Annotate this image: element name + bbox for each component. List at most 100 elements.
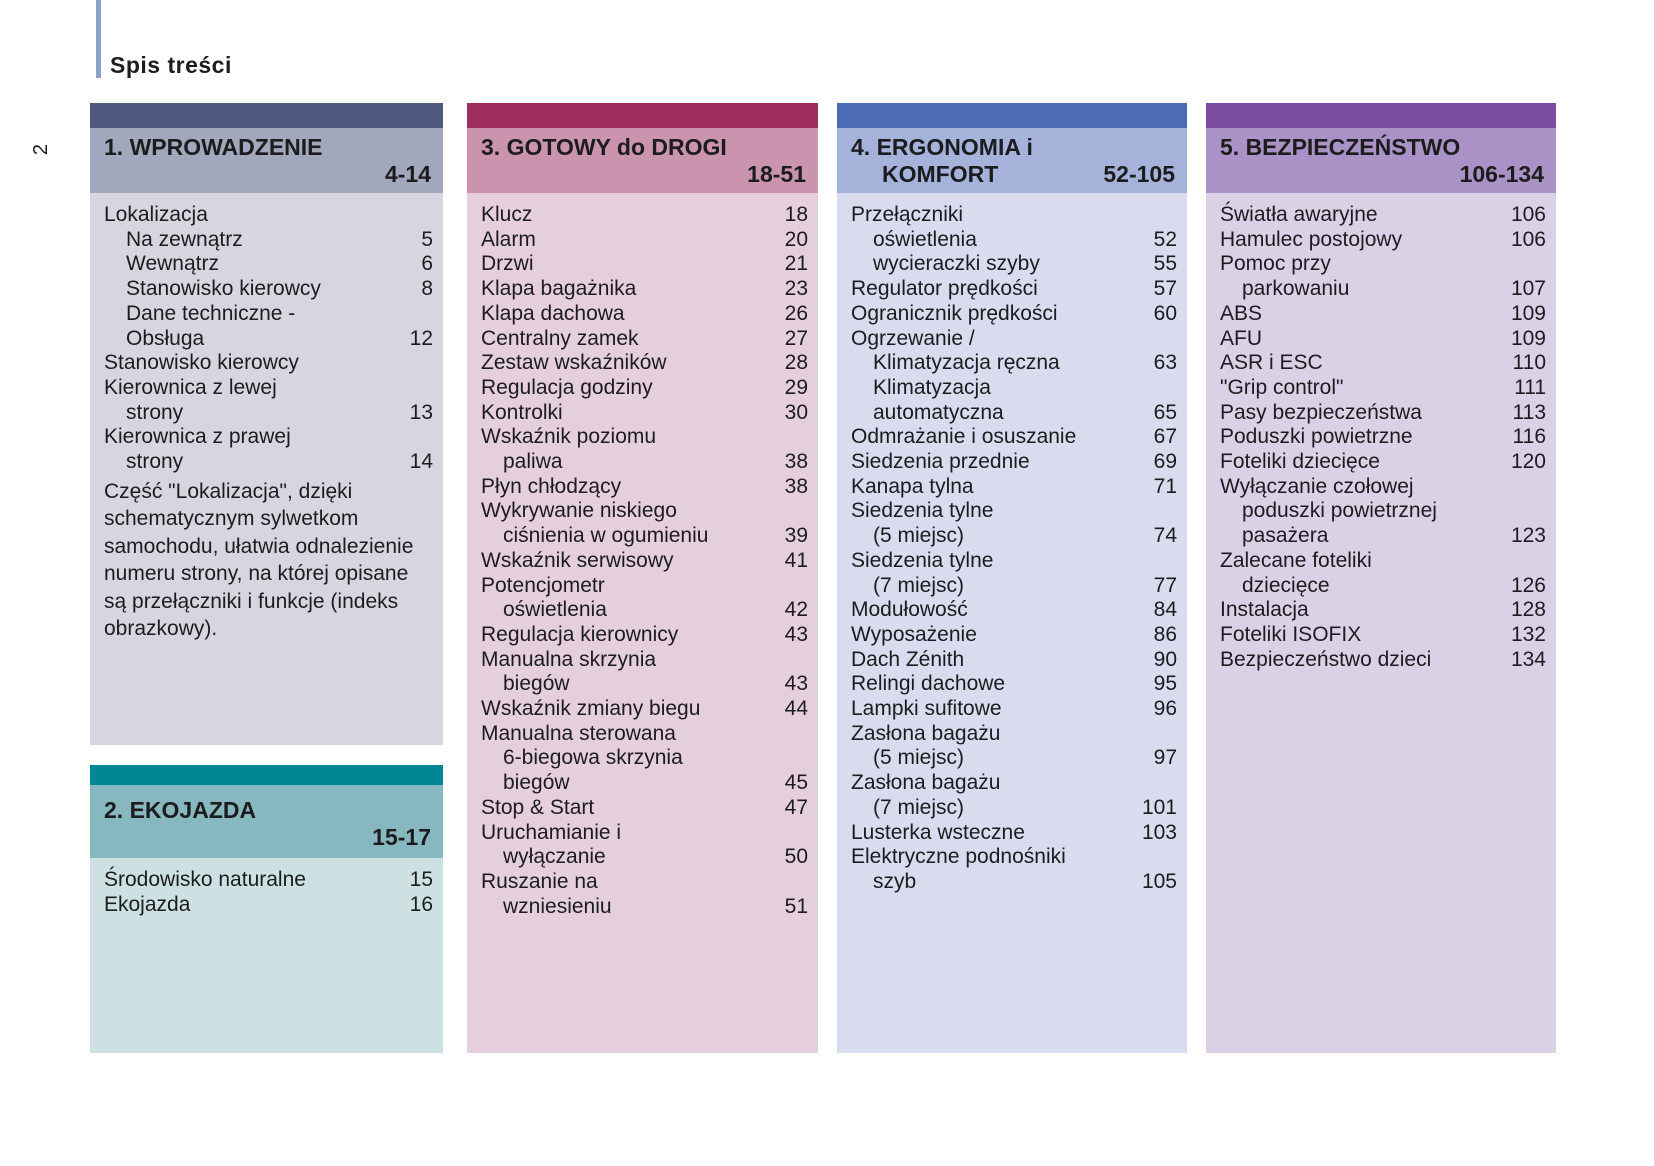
toc-entry: dziecięce 126 [1206,574,1556,599]
toc-entry-label: Siedzenia tylne [851,548,994,572]
toc-entry: Wyposażenie 86 [837,623,1187,648]
toc-entry-page: 20 [784,227,808,251]
toc-entry-page: 132 [1510,622,1546,646]
toc-entry: Elektryczne podnośniki [837,845,1187,870]
toc-entry-page: 12 [409,326,433,350]
toc-entry-label: biegów [503,771,570,795]
toc-column-3: 4. ERGONOMIA i KOMFORT 52-105 Przełączniki o… [837,103,1187,1053]
toc-entry: Regulacja godziny 29 [467,376,818,401]
toc-entry-page: 95 [1153,672,1177,696]
toc-entry-label: Na zewnątrz [126,227,243,251]
toc-entry-label: Ekojazda [104,892,191,916]
toc-entry-label: Kierownica z prawej [104,425,291,449]
toc-entry-page: 110 [1512,351,1546,375]
toc-entry: Regulator prędkości 57 [837,277,1187,302]
toc-entry-page: 111 [1514,375,1546,399]
toc-entry-label: Centralny zamek [481,326,639,350]
toc-entry: Instalacja 128 [1206,598,1556,623]
toc-entry-label: Środowisko naturalne [104,868,306,891]
toc-entry: Foteliki ISOFIX 132 [1206,623,1556,648]
section-title: 4. ERGONOMIA i [851,134,1033,160]
section-title: 5. BEZPIECZEŃSTWO [1220,134,1461,160]
toc-entry-label: "Grip control" [1220,375,1344,399]
toc-entry: Klapa dachowa 26 [467,302,818,327]
toc-entry: Kanapa tylna 71 [837,475,1187,500]
toc-entry: automatyczna 65 [837,401,1187,426]
toc-entry-label: Relingi dachowe [851,672,1006,696]
toc-entry-page: 123 [1510,524,1546,548]
section-page-range: 15-17 [372,824,431,850]
toc-entry-page: 23 [784,277,808,301]
toc-entry: Siedzenia tylne [837,549,1187,574]
toc-entry-label: wyłączanie [503,845,606,869]
toc-entry: Alarm 20 [467,228,818,253]
toc-entry: Modułowość 84 [837,598,1187,623]
toc-entry: Zasłona bagażu [837,722,1187,747]
toc-entry-label: Ogranicznik prędkości [851,301,1058,325]
toc-entry-label: Poduszki powietrzne [1220,425,1413,449]
toc-entry: Manualna sterowana [467,722,818,747]
section-body: Klucz 18 Alarm 20 Drzwi 21 Klapa bagażnika 23 Kl… [467,193,818,1053]
toc-entry-page: 39 [784,524,808,548]
toc-entry-label: wycieraczki szyby [873,252,1040,276]
toc-entry-page: 43 [784,672,808,696]
toc-entry-label: Zasłona bagażu [851,721,1001,745]
toc-entry-page: 116 [1512,425,1546,449]
toc-entry: Lokalizacja [90,203,443,228]
toc-entry-label: (7 miejsc) [873,573,965,597]
section-ergonomia: 4. ERGONOMIA i KOMFORT 52-105 Przełączniki o… [837,103,1187,1053]
toc-entry-page: 67 [1153,425,1177,449]
toc-entry-page: 13 [409,400,433,424]
toc-entry-page: 57 [1153,277,1177,301]
toc-entry-label: Wyposażenie [851,622,977,646]
toc-entry-label: 6-biegowa skrzynia [503,746,683,770]
toc-entry: oświetlenia 42 [467,598,818,623]
toc-entry-label: Foteliki dziecięce [1220,450,1380,474]
toc-entry-label: Klucz [481,203,533,226]
toc-entry-label: Zalecane foteliki [1220,548,1372,572]
toc-entry-label: Kontrolki [481,400,563,424]
toc-entry: ciśnienia w ogumieniu 39 [467,524,818,549]
section-page-range: 4-14 [384,161,431,187]
toc-entry-page: 90 [1153,647,1177,671]
toc-entry-page: 38 [784,450,808,474]
toc-entry-page: 21 [784,252,808,276]
toc-column-1: 1. WPROWADZENIE 4-14 Lokalizacja Na zewnątr… [90,103,443,1053]
toc-entry: Odmrażanie i osuszanie 67 [837,425,1187,450]
toc-entry: wyłączanie 50 [467,845,818,870]
toc-entry: Lusterka wsteczne 103 [837,821,1187,846]
toc-entry: Dach Zénith 90 [837,648,1187,673]
toc-entry-page: 43 [784,622,808,646]
header-accent-line [96,0,101,78]
toc-entry-page: 41 [784,548,808,572]
toc-entry: ABS 109 [1206,302,1556,327]
toc-entry-label: automatyczna [873,400,1004,424]
toc-entry: Kierownica z lewej [90,376,443,401]
toc-entry-label: pasażera [1242,524,1329,548]
toc-entry-label: Ruszanie na [481,869,598,893]
toc-entry: Wewnątrz 6 [90,252,443,277]
toc-entry: Obsługa 12 [90,327,443,352]
toc-entry-page: 47 [784,795,808,819]
toc-entry-label: poduszki powietrznej [1242,499,1437,523]
toc-entry-page: 106 [1510,227,1546,251]
section-header: 2. EKOJAZDA 15-17 [90,785,443,858]
side-page-number: 2 [30,143,53,156]
toc-entry-label: Kierownica z lewej [104,375,277,399]
toc-entry-label: Potencjometr [481,573,605,597]
toc-entry: Przełączniki [837,203,1187,228]
toc-entry-label: Wykrywanie niskiego [481,499,677,523]
toc-entry: Wyłączanie czołowej [1206,475,1556,500]
toc-entry-page: 16 [409,892,433,916]
toc-entry-page: 126 [1510,573,1546,597]
toc-entry-label: Pomoc przy [1220,252,1331,276]
toc-entry-page: 74 [1153,524,1177,548]
toc-entry-page: 44 [784,697,808,721]
section-title-range-row: KOMFORT 52-105 [851,161,1175,188]
section-wprowadzenie: 1. WPROWADZENIE 4-14 Lokalizacja Na zewnątr… [90,103,443,745]
toc-entry-page: 65 [1153,400,1177,424]
toc-entry: Wskaźnik serwisowy 41 [467,549,818,574]
toc-entry-page: 109 [1510,301,1546,325]
toc-entry-page: 27 [784,326,808,350]
